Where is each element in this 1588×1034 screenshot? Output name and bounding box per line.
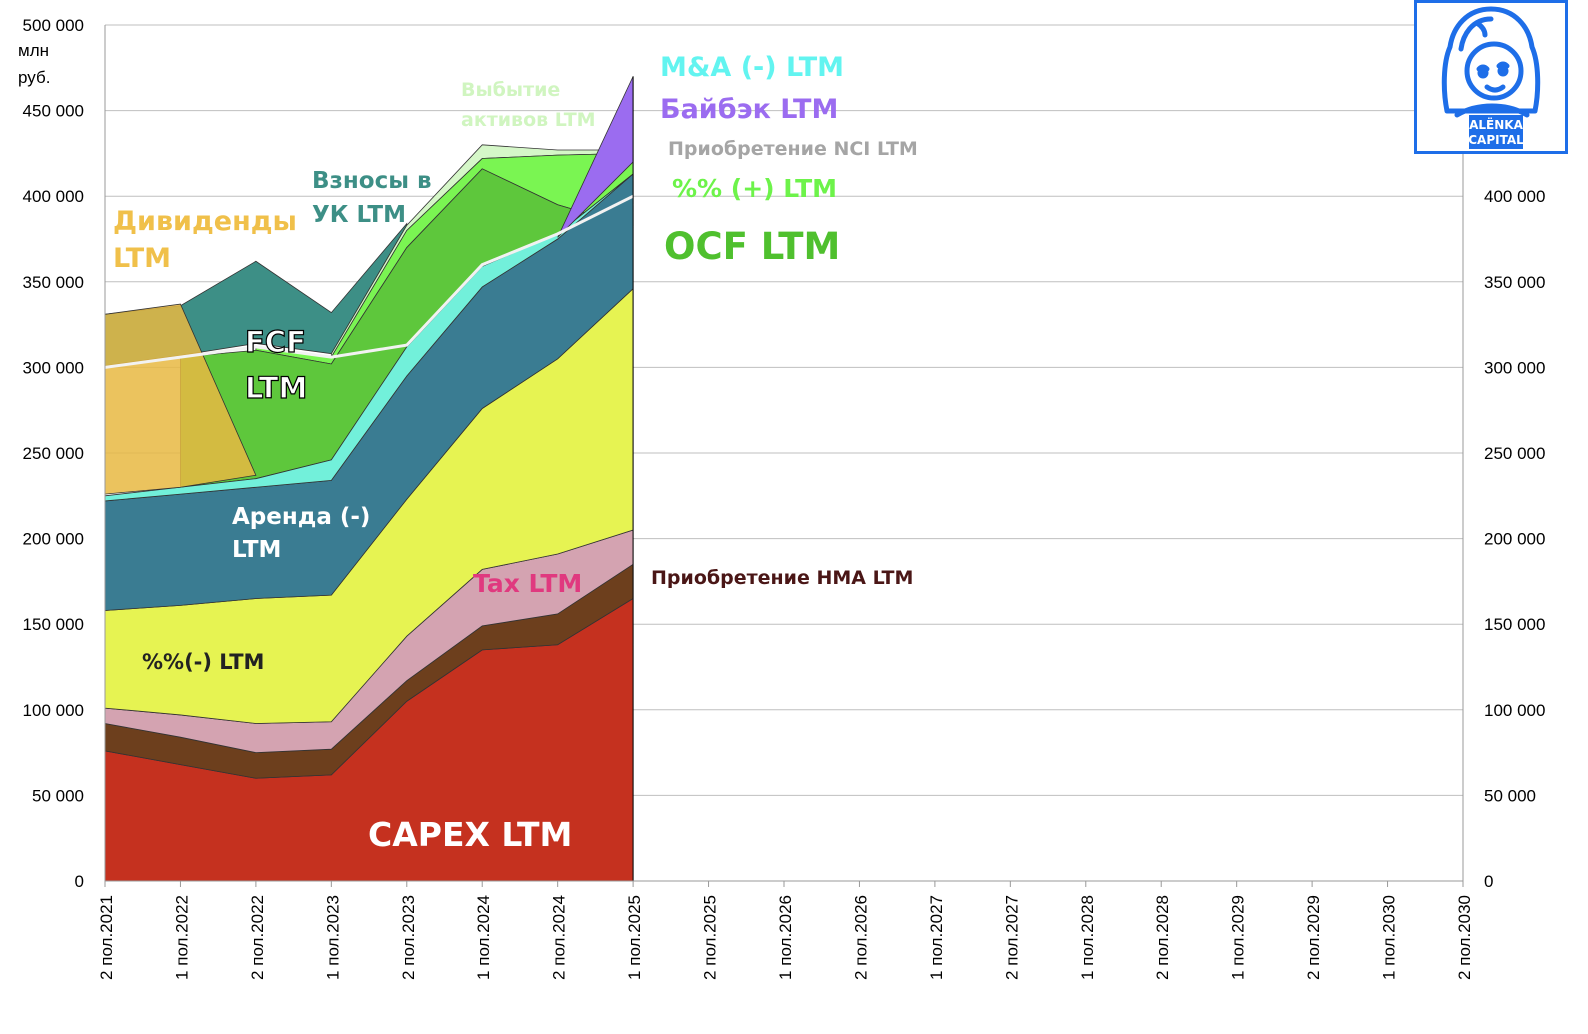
- y-tick-label-left: 0: [75, 872, 84, 891]
- label-buyback: Байбэк LTM: [660, 94, 838, 125]
- logo-line2: CAPITAL: [1468, 133, 1524, 147]
- x-tick-label: 2 пол.2027: [1002, 895, 1021, 980]
- y-tick-label-right: 300 000: [1484, 358, 1545, 377]
- label-capex: CAPEX LTM: [368, 815, 572, 854]
- y-tick-label-right: 50 000: [1484, 786, 1536, 805]
- label-ma: M&A (-) LTM: [660, 52, 844, 83]
- y-tick-label-right: 200 000: [1484, 530, 1545, 549]
- label-pct-plus: %% (+) LTM: [672, 174, 837, 203]
- x-tick-label: 2 пол.2026: [851, 895, 870, 980]
- label-uk-1: Взносы в: [312, 168, 432, 194]
- x-tick-label: 1 пол.2025: [625, 895, 644, 980]
- label-nci: Приобретение NCI LTM: [668, 138, 918, 160]
- x-tick-label: 1 пол.2023: [323, 895, 342, 980]
- y-tick-label-left: 500 000: [23, 16, 84, 35]
- y-tick-label-left: 450 000: [23, 102, 84, 121]
- y-axis-right-ticks: 0 50 000 100 000 150 000 200 000 250 000 300 0…: [1484, 187, 1545, 891]
- x-tick-label: 2 пол.2025: [701, 895, 720, 980]
- label-uk-2: УК LTM: [312, 202, 406, 228]
- logo-line1: ALЁNKA: [1469, 117, 1523, 132]
- label-nma: Приобретение НМА LTM: [651, 567, 913, 589]
- y-tick-label-left: 200 000: [23, 530, 84, 549]
- x-tick-label: 2 пол.2024: [550, 895, 569, 980]
- y-tick-label-right: 100 000: [1484, 701, 1545, 720]
- label-fcf-1: FCF: [245, 325, 306, 359]
- y-tick-label-left: 250 000: [23, 444, 84, 463]
- y-tick-label-right: 250 000: [1484, 444, 1545, 463]
- y-tick-label-left: 100 000: [23, 701, 84, 720]
- x-tick-label: 1 пол.2028: [1078, 895, 1097, 980]
- x-tick-label: 1 пол.2027: [927, 895, 946, 980]
- x-tick-label: 2 пол.2030: [1455, 895, 1474, 980]
- y-tick-label-right: 150 000: [1484, 615, 1545, 634]
- x-tick-label: 1 пол.2024: [474, 895, 493, 980]
- area-5: [104, 173, 634, 502]
- y-axis-left-ticks: 0 50 000 100 000 150 000 200 000 250 000 300 0…: [23, 16, 84, 891]
- alenka-capital-logo: ALЁNKA CAPITAL: [1414, 0, 1568, 154]
- y-tick-label-left: 150 000: [23, 615, 84, 634]
- y-unit-label-line2: руб.: [18, 68, 50, 87]
- label-lease-2: LTM: [232, 537, 281, 563]
- label-disposal-2: активов LTM: [461, 109, 596, 131]
- x-tick-label: 1 пол.2030: [1380, 895, 1399, 980]
- x-tick-label: 2 пол.2023: [399, 895, 418, 980]
- x-tick-label: 2 пол.2029: [1304, 895, 1323, 980]
- label-lease-1: Аренда (-): [232, 504, 370, 530]
- area-layers: [104, 76, 634, 882]
- label-dividends-1: Дивиденды: [113, 206, 297, 237]
- x-tick-label: 2 пол.2022: [248, 895, 267, 980]
- label-disposal-1: Выбытие: [461, 79, 560, 101]
- label-pct-minus: %%(-) LTM: [142, 650, 264, 674]
- y-tick-label-right: 400 000: [1484, 187, 1545, 206]
- label-tax: Tax LTM: [473, 569, 582, 598]
- y-tick-label-right: 350 000: [1484, 273, 1545, 292]
- y-tick-label-right: 0: [1484, 872, 1493, 891]
- x-tick-label: 1 пол.2022: [172, 895, 191, 980]
- x-tick-label: 2 пол.2021: [97, 895, 116, 980]
- x-tick-label: 1 пол.2029: [1229, 895, 1248, 980]
- label-dividends-2: LTM: [113, 243, 171, 274]
- y-unit-label-line1: млн: [18, 41, 49, 60]
- label-ocf: OCF LTM: [664, 225, 840, 268]
- x-tick-label: 1 пол.2026: [776, 895, 795, 980]
- fcf-line: [104, 194, 634, 369]
- x-axis-ticks: 2 пол.2021 1 пол.2022 2 пол.2022 1 пол.2023…: [97, 881, 1474, 980]
- label-fcf-2: LTM: [245, 371, 307, 405]
- y-tick-label-left: 50 000: [32, 786, 84, 805]
- x-tick-label: 2 пол.2028: [1153, 895, 1172, 980]
- y-tick-label-left: 400 000: [23, 187, 84, 206]
- y-tick-label-left: 300 000: [23, 358, 84, 377]
- y-tick-label-left: 350 000: [23, 273, 84, 292]
